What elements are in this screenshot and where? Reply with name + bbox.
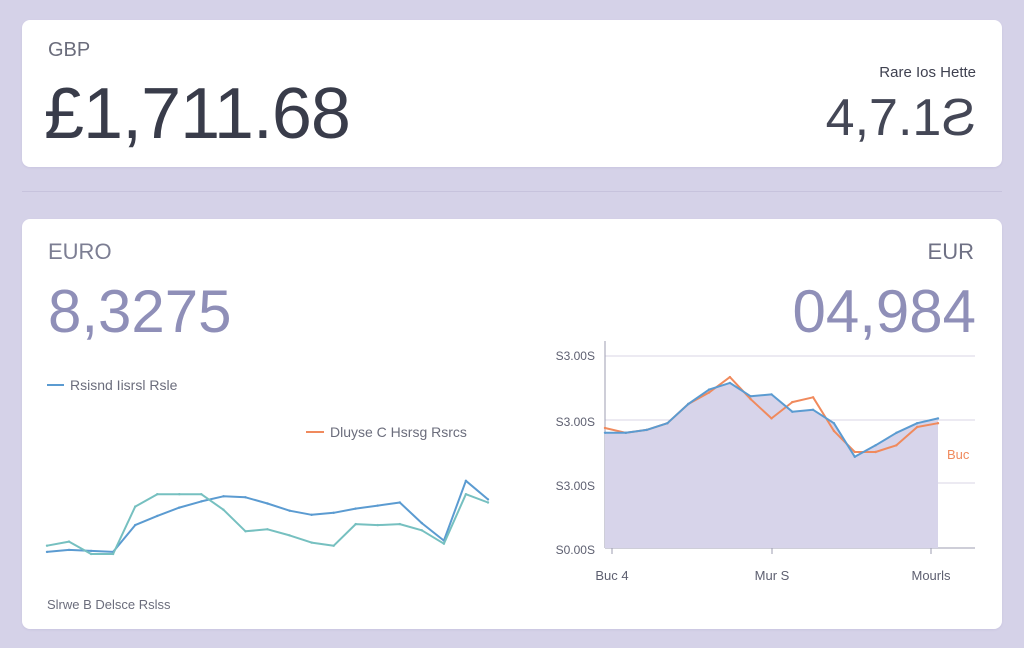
gbp-label: GBP xyxy=(48,39,91,61)
eur-label: EUR xyxy=(927,239,974,264)
gbp-value: £1,711.68 xyxy=(44,74,351,154)
rate-value: 4,7.1Ƨ xyxy=(825,89,976,147)
gbp-summary-card: GBP £1,711.68 Rare Ios Hette 4,7.1Ƨ xyxy=(22,20,1002,167)
euro-label: EURO xyxy=(48,239,112,264)
euro-value: 8,3275 xyxy=(48,278,232,345)
eur-value: 04,984 xyxy=(792,278,976,345)
section-divider xyxy=(22,191,1002,192)
euro-summary-card: EURO 8,3275 EUR 04,984 xyxy=(22,219,1002,629)
rate-label: Rare Ios Hette xyxy=(879,64,976,81)
